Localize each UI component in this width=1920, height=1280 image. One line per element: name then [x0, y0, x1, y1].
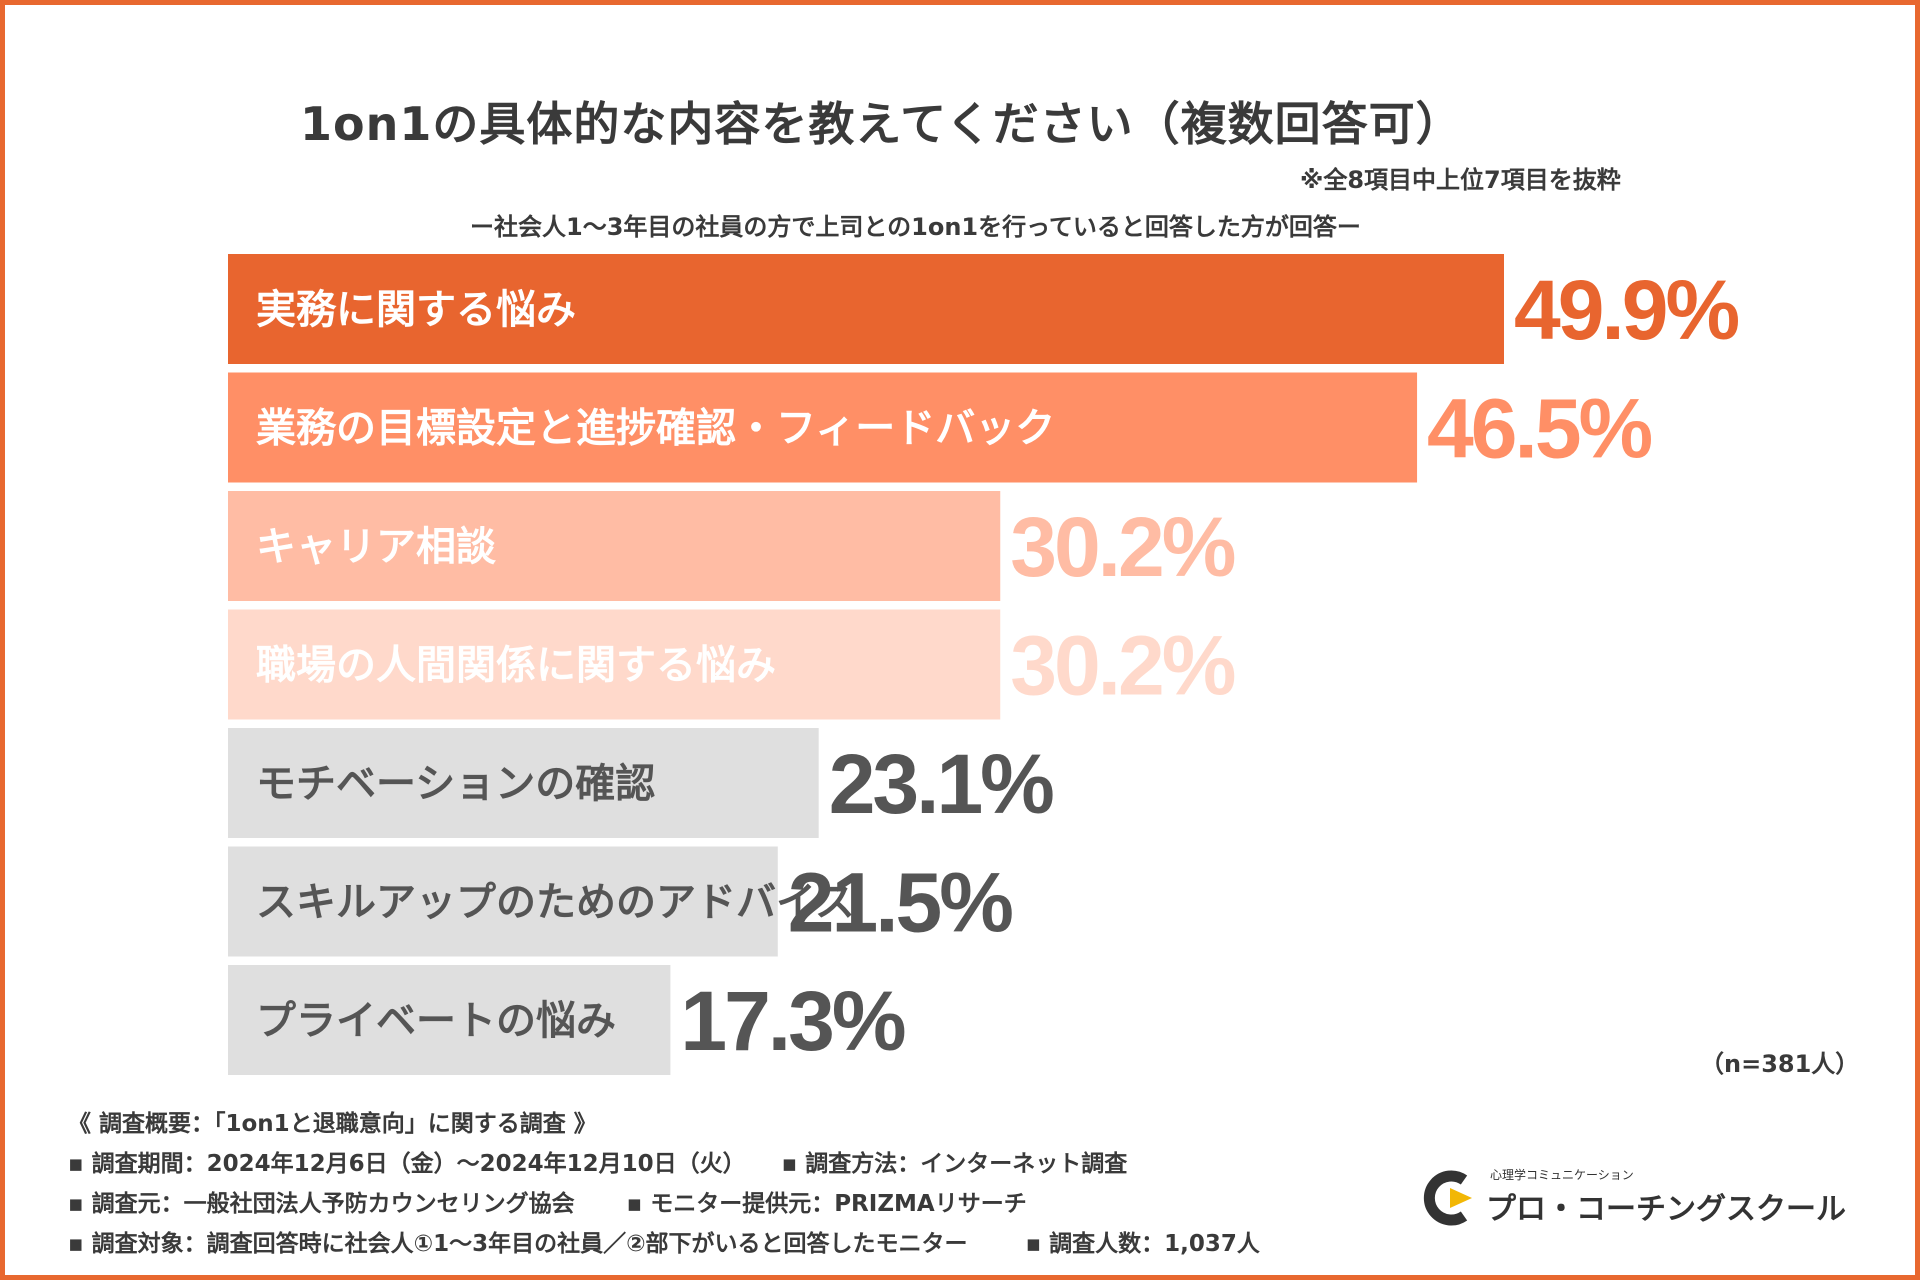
logo-name: プロ・コーチングスクール [1486, 1192, 1846, 1227]
chart-note: ※全8項目中上位7項目を抜粋 [1300, 166, 1621, 194]
survey-footer: 《 調査概要：「1on1と退職意向」に関する調査 》 ▪ 調査期間：2024年1… [68, 1104, 1260, 1264]
survey-source: ▪ 調査元：一般社団法人予防カウンセリング協会 [68, 1191, 575, 1217]
value-label-0: 49.9% [1514, 263, 1738, 357]
bar-2 [228, 491, 1001, 601]
survey-line-3: ▪ 調査対象：調査回答時に社会人①1〜3年目の社員／②部下がいると回答したモニタ… [68, 1224, 1260, 1264]
survey-period: ▪ 調査期間：2024年12月6日（金）〜2024年12月10日（火） [68, 1151, 746, 1177]
category-label-1: 業務の目標設定と進捗確認・フィードバック [256, 406, 1055, 452]
logo-mark-icon [1423, 1170, 1472, 1226]
value-label-6: 17.3% [680, 974, 904, 1068]
chart-subtitle: ー社会人1〜3年目の社員の方で上司との1on1を行っていると回答した方が回答ー [470, 213, 1361, 241]
value-label-1: 46.5% [1427, 382, 1651, 476]
value-label-5: 21.5% [788, 856, 1012, 950]
survey-line-1: ▪ 調査期間：2024年12月6日（金）〜2024年12月10日（火） ▪ 調査方… [68, 1144, 1260, 1184]
sample-size: （n=381人） [1700, 1050, 1860, 1078]
category-label-2: キャリア相談 [256, 524, 496, 570]
survey-method: ▪ 調査方法：インターネット調査 [781, 1151, 1128, 1177]
chart-title: 1on1の具体的な内容を教えてください（複数回答可） [300, 97, 1463, 151]
survey-line-2: ▪ 調査元：一般社団法人予防カウンセリング協会 ▪ モニター提供元：PRIZMAリ… [68, 1184, 1260, 1224]
bar-6 [228, 965, 671, 1075]
bar-chart: 実務に関する悩み 49.9% 業務の目標設定と進捗確認・フィードバック 46.5% キャ… [228, 254, 1741, 1075]
survey-overview: 《 調査概要：「1on1と退職意向」に関する調査 》 [68, 1111, 597, 1137]
category-label-4: モチベーションの確認 [256, 761, 655, 807]
bar-5 [228, 846, 778, 957]
category-label-5: スキルアップのためのアドバイス [256, 880, 855, 926]
survey-monitor: ▪ モニター提供元：PRIZMAリサーチ [626, 1191, 1027, 1217]
survey-count: ▪ 調査人数：1,037人 [1025, 1231, 1260, 1257]
logo-tagline: 心理学コミュニケーション [1490, 1168, 1634, 1182]
category-label-6: プライベートの悩み [256, 998, 616, 1044]
category-label-3: 職場の人間関係に関する悩み [256, 643, 776, 689]
category-label-0: 実務に関する悩み [256, 287, 576, 333]
value-label-3: 30.2% [1010, 619, 1234, 713]
bar-4 [228, 728, 819, 838]
survey-target: ▪ 調査対象：調査回答時に社会人①1〜3年目の社員／②部下がいると回答したモニタ… [68, 1231, 968, 1257]
school-logo: 心理学コミュニケーション プロ・コーチングスクール [1418, 1162, 1878, 1232]
value-label-4: 23.1% [829, 737, 1053, 831]
value-label-2: 30.2% [1010, 500, 1234, 594]
bar-1 [228, 372, 1418, 483]
bar-0 [228, 254, 1504, 364]
bar-3 [228, 609, 1001, 720]
